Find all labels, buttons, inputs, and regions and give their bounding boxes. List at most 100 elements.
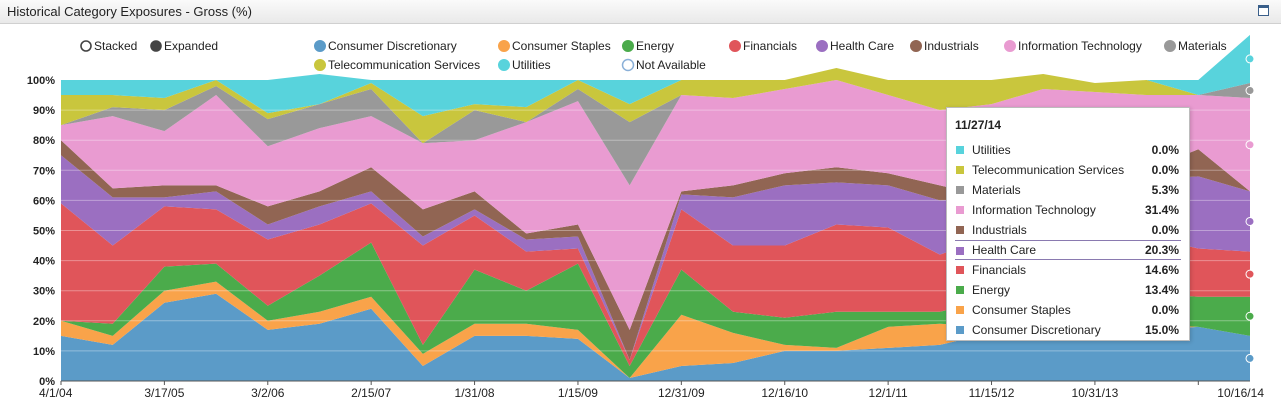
x-tick-label: 12/16/10 [761,386,808,400]
legend-item-energy[interactable]: Energy [636,39,674,53]
x-tick-label: 1/31/08 [455,386,495,400]
y-tick-label: 100% [27,75,55,87]
maximize-icon[interactable] [1258,5,1269,16]
legend-item-information-technology[interactable]: Information Technology [1018,39,1142,53]
tooltip-swatch [956,146,964,154]
x-tick-label: 1/15/09 [558,386,598,400]
legend-item-industrials[interactable]: Industrials [924,39,979,53]
tooltip-row: Consumer Staples 0.0% [955,300,1181,320]
x-tick-label: 10/16/14 [1217,386,1264,400]
legend-marker-utilities[interactable] [498,59,510,71]
tooltip-swatch [956,206,964,214]
tooltip-row-name: Health Care [972,243,1037,257]
x-tick-label: 3/17/05 [144,386,184,400]
chart-tooltip: 11/27/14 Utilities 0.0% Telecommunication … [946,107,1190,341]
x-tick-label: 12/1/11 [869,386,908,400]
y-tick-label: 40% [33,256,55,268]
panel-header: Historical Category Exposures - Gross (%… [0,0,1281,24]
hover-point-utilities [1245,54,1255,64]
tooltip-row: Energy 13.4% [955,280,1181,300]
tooltip-row: Financials 14.6% [955,260,1181,280]
tooltip-row-name: Financials [972,263,1027,277]
legend-marker-energy[interactable] [622,40,634,52]
tooltip-swatch [956,247,964,255]
y-tick-label: 20% [33,316,55,328]
tooltip-row: Consumer Discretionary 15.0% [955,320,1181,340]
panel-title: Historical Category Exposures - Gross (%… [7,4,252,19]
tooltip-swatch [956,306,964,314]
legend-marker-consumer-discretionary[interactable] [314,40,326,52]
tooltip-row-name: Consumer Discretionary [972,323,1101,337]
view-radio-stacked[interactable] [80,40,92,52]
legend-marker-health-care[interactable] [816,40,828,52]
tooltip-row-value: 5.3% [1151,183,1179,197]
area-consumer-staples [61,281,1250,378]
hover-point-financials [1245,269,1255,279]
x-tick-label: 4/1/04 [39,386,73,400]
y-tick-label: 70% [33,165,55,177]
tooltip-row-name: Telecommunication Services [972,163,1125,177]
tooltip-row: Materials 5.3% [955,180,1181,200]
legend-marker-materials[interactable] [1164,40,1176,52]
area-telecommunication-services [61,67,1250,144]
tooltip-swatch [956,226,964,234]
legend-marker-consumer-staples[interactable] [498,40,510,52]
legend-item-financials[interactable]: Financials [743,39,797,53]
y-tick-label: 60% [33,195,55,207]
tooltip-swatch [956,286,964,294]
legend-marker-financials[interactable] [729,40,741,52]
tooltip-row: Utilities 0.0% [955,140,1181,160]
legend-item-consumer-staples[interactable]: Consumer Staples [512,39,611,53]
tooltip-row: Telecommunication Services 0.0% [955,160,1181,180]
tooltip-row: Information Technology 31.4% [955,200,1181,220]
legend-item-consumer-discretionary[interactable]: Consumer Discretionary [328,39,457,53]
legend-item-health-care[interactable]: Health Care [830,39,894,53]
tooltip-row-name: Industrials [972,223,1027,237]
x-tick-label: 2/15/07 [351,386,391,400]
x-tick-label: 12/31/09 [658,386,705,400]
area-energy [61,242,1250,378]
tooltip-row-name: Consumer Staples [972,303,1071,317]
legend-item-materials[interactable]: Materials [1178,39,1227,53]
hover-point-health-care [1245,216,1255,226]
view-label-expanded[interactable]: Expanded [164,39,218,53]
tooltip-row-value: 0.0% [1151,303,1179,317]
tooltip-swatch [956,266,964,274]
tooltip-row-value: 0.0% [1151,163,1179,177]
legend-marker-industrials[interactable] [910,40,922,52]
y-tick-label: 30% [33,286,55,298]
tooltip-row-value: 0.0% [1151,143,1179,157]
hover-point-consumer-discretionary [1245,353,1255,363]
tooltip-swatch [956,186,964,194]
legend-item-not-available[interactable]: Not Available [636,58,706,72]
legend-item-utilities[interactable]: Utilities [512,58,551,72]
tooltip-row-name: Energy [972,283,1011,297]
tooltip-row-name: Materials [972,183,1021,197]
hover-point-materials [1245,86,1255,96]
view-radio-expanded[interactable] [150,40,162,52]
hover-point-energy [1245,311,1255,321]
tooltip-row-value: 20.3% [1144,243,1179,257]
x-tick-label: 3/2/06 [251,386,285,400]
legend-marker-not-available[interactable] [621,58,635,72]
tooltip-row-name: Utilities [972,143,1011,157]
y-tick-label: 10% [33,346,55,358]
tooltip-swatch [956,166,964,174]
tooltip-row-value: 15.0% [1144,323,1179,337]
y-tick-label: 0% [39,376,55,388]
tooltip-row: Industrials 0.0% [955,220,1181,240]
y-tick-label: 50% [33,226,55,238]
legend-item-telecommunication-services[interactable]: Telecommunication Services [328,58,480,72]
tooltip-row-value: 31.4% [1144,203,1179,217]
tooltip-row-value: 13.4% [1144,283,1179,297]
tooltip-swatch [956,326,964,334]
tooltip-date: 11/27/14 [955,118,1002,132]
legend-marker-telecommunication-services[interactable] [314,59,326,71]
tooltip-row-value: 0.0% [1151,223,1179,237]
area-materials [61,80,1250,186]
legend-marker-information-technology[interactable] [1004,40,1016,52]
view-label-stacked[interactable]: Stacked [94,39,137,53]
area-consumer-discretionary [61,293,1250,381]
tooltip-row-name: Information Technology [972,203,1096,217]
tooltip-row: Health Care 20.3% [955,240,1181,260]
